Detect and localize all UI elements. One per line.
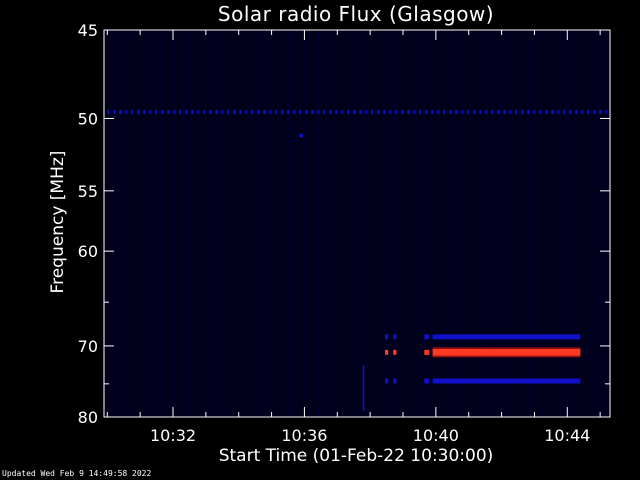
- band-edge-mark: [432, 347, 581, 349]
- dash-mark: [384, 349, 389, 355]
- band-mark: [432, 334, 581, 340]
- spot-mark: [299, 133, 304, 138]
- dash-mark: [393, 349, 397, 355]
- y-tick-label: 80: [78, 408, 98, 427]
- x-axis-label: Start Time (01-Feb-22 10:30:00): [218, 446, 494, 466]
- dash-mark: [424, 349, 430, 355]
- y-tick-label: 50: [78, 109, 98, 128]
- y-tick-label: 60: [78, 242, 98, 261]
- y-tick-label: 55: [78, 182, 98, 201]
- x-tick-label: 10:40: [413, 426, 459, 445]
- chart-title: Solar radio Flux (Glasgow): [217, 2, 495, 26]
- dash-mark: [393, 334, 397, 340]
- dash-mark: [424, 378, 430, 384]
- y-tick-label: 45: [78, 21, 98, 40]
- dash-mark: [393, 378, 397, 384]
- y-axis-label: Frequency [MHz]: [48, 150, 68, 294]
- dash-mark: [424, 334, 430, 340]
- x-tick-label: 10:44: [544, 426, 590, 445]
- band-edge-mark: [432, 355, 581, 358]
- band-mark: [432, 348, 581, 356]
- dash-mark: [384, 378, 389, 384]
- x-tick-label: 10:32: [150, 426, 196, 445]
- dash-mark: [384, 334, 389, 340]
- plot-frame: [103, 29, 611, 418]
- y-tick-label: 70: [78, 337, 98, 356]
- x-tick-label: 10:36: [281, 426, 327, 445]
- band-mark: [432, 378, 581, 384]
- updated-timestamp: Updated Wed Feb 9 14:49:58 2022: [2, 469, 152, 478]
